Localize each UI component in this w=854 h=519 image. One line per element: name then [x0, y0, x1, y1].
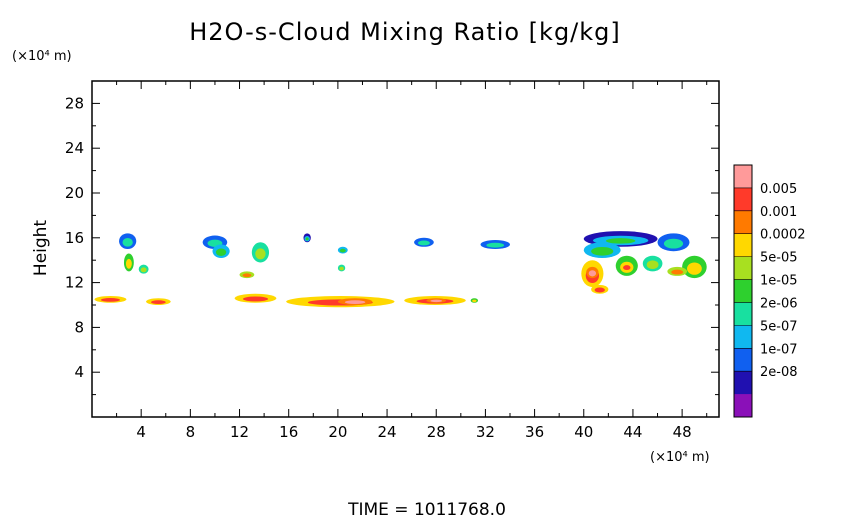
cloud-core [588, 270, 597, 277]
colorbar-level-label: 1e-05 [760, 274, 798, 289]
cloud-core [418, 240, 430, 246]
cloud-core-inner [605, 238, 636, 244]
cloud-core [151, 300, 166, 304]
x-axis-unit: (×10⁴ m) [650, 450, 710, 465]
colorbar-level-label: 0.001 [760, 205, 797, 220]
x-tick-label: 12 [230, 423, 249, 441]
colorbar-level-label: 5e-05 [760, 251, 798, 266]
x-tick-label: 20 [328, 423, 347, 441]
cloud-core [215, 248, 227, 256]
cloud-regions [94, 231, 707, 308]
y-tick-label: 4 [74, 363, 84, 381]
colorbar-level-label: 2e-06 [760, 296, 798, 311]
x-tick-label: 36 [525, 423, 544, 441]
colorbar-legend: 0.005 0.001 0.0002 5e-05 1e-05 2e-06 5e-07 1e-0… [733, 164, 806, 418]
chart-title: H2O-s-Cloud Mixing Ratio [kg/kg] [189, 18, 621, 46]
y-axis-label: Height [31, 220, 51, 277]
y-tick-label: 20 [65, 184, 84, 202]
x-tick-label: 32 [476, 423, 495, 441]
cloud-core [339, 248, 346, 253]
x-tick-label: 44 [623, 423, 642, 441]
colorbar-swatch [734, 302, 752, 326]
cloud-core [623, 265, 631, 271]
cloud-core [430, 299, 443, 303]
time-footer: TIME = 1011768.0 [347, 500, 506, 519]
x-tick-label: 48 [673, 423, 692, 441]
cloud-core [100, 298, 121, 302]
x-tick-label: 16 [279, 423, 298, 441]
cloud-core [339, 266, 344, 271]
colorbar-level-label: 0.005 [760, 182, 797, 197]
colorbar-swatch [734, 279, 752, 303]
cloud-core [344, 300, 366, 304]
y-tick-label: 28 [65, 94, 84, 112]
cloud-core [591, 246, 614, 256]
cloud-core [255, 248, 266, 260]
y-tick-label: 12 [65, 274, 84, 292]
cloud-core [122, 238, 133, 247]
cloud-core [140, 267, 147, 273]
x-tick-label: 4 [136, 423, 146, 441]
x-tick-label: 28 [427, 423, 446, 441]
colorbar-level-label: 1e-07 [760, 342, 798, 357]
y-tick-label: 16 [65, 229, 84, 247]
cloud-core-inner [305, 237, 309, 241]
plot-frame [91, 80, 720, 418]
cloud-core [125, 258, 132, 269]
cloud-core [472, 299, 477, 303]
cloud-core [242, 296, 269, 302]
colorbar-swatch [734, 256, 752, 281]
x-tick-label: 24 [378, 423, 397, 441]
colorbar-swatch [734, 187, 752, 212]
colorbar-swatch [734, 348, 752, 372]
cloud-core [671, 269, 684, 275]
cloud-core [486, 242, 505, 248]
colorbar-swatch [734, 394, 752, 418]
cloud-core [663, 238, 684, 249]
colorbar-swatch [734, 165, 752, 189]
y-tick-label: 24 [65, 139, 84, 157]
colorbar-swatch [734, 233, 752, 258]
x-tick-label: 40 [574, 423, 593, 441]
cloud-core [594, 287, 605, 293]
cloud-core [646, 260, 659, 270]
y-tick-label: 8 [74, 318, 84, 336]
colorbar-level-label: 2e-08 [760, 365, 798, 380]
x-tick-label: 8 [186, 423, 196, 441]
colorbar-swatch [734, 371, 752, 395]
cloud-core [687, 262, 702, 275]
colorbar-level-label: 0.0002 [760, 228, 806, 243]
colorbar-frame [733, 164, 753, 418]
colorbar-swatch [734, 210, 752, 235]
colorbar-swatch [734, 325, 752, 349]
cloud-core [242, 273, 252, 278]
y-axis-unit: (×10⁴ m) [12, 49, 72, 64]
colorbar-level-label: 5e-07 [760, 319, 798, 334]
